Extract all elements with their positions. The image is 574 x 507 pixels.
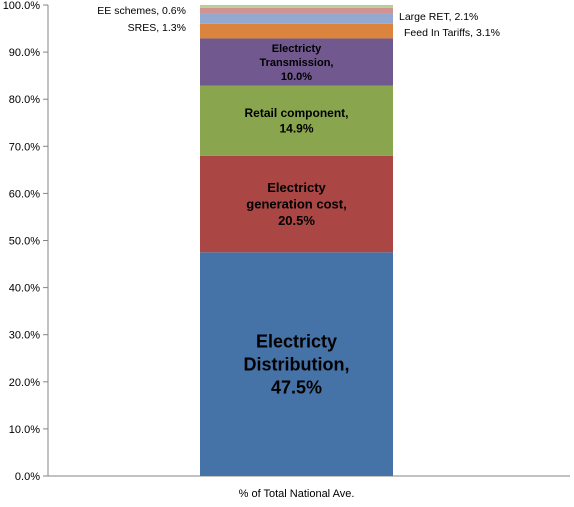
data-label-retail-component: Retail component,: [244, 106, 348, 120]
bar-segment-sres: [200, 8, 393, 14]
data-label-electricty-generation-cost: Electricty: [267, 180, 326, 195]
data-label-electricty-generation-cost: generation cost,: [246, 197, 346, 212]
bar-segment-ee-schemes: [200, 5, 393, 8]
data-label-electricty-transmission: Electricty: [272, 43, 322, 55]
data-label-electricty-distribution: Distribution,: [244, 354, 350, 374]
data-label-electricty-generation-cost: 20.5%: [278, 213, 315, 228]
bar-segment-feed-in-tariffs: [200, 24, 393, 39]
y-tick-label: 70.0%: [9, 141, 40, 153]
data-label-feed-in-tariffs: Feed In Tariffs, 3.1%: [404, 27, 500, 39]
data-label-electricty-transmission: 10.0%: [281, 71, 312, 83]
data-label-large-ret: Large RET, 2.1%: [399, 11, 478, 23]
bar-segment-large-ret: [200, 14, 393, 24]
y-tick-label: 20.0%: [9, 377, 40, 389]
data-labels: Electricty Distribution, 47.5% Electricty ge…: [97, 5, 500, 397]
y-tick-label: 30.0%: [9, 330, 40, 342]
data-label-electricty-distribution: 47.5%: [271, 377, 322, 397]
y-tick-label: 0.0%: [15, 471, 40, 483]
data-label-electricty-distribution: Electricty: [256, 331, 337, 351]
y-tick-label: 50.0%: [9, 236, 40, 248]
y-axis-ticks: 0.0% 10.0% 20.0% 30.0% 40.0% 50.0% 60.0% 70.0% 8…: [3, 0, 48, 483]
x-category-label: % of Total National Ave.: [239, 488, 355, 500]
data-label-electricty-transmission: Transmission,: [260, 57, 334, 69]
y-tick-label: 100.0%: [3, 0, 41, 12]
data-label-ee-schemes: EE schemes, 0.6%: [97, 5, 186, 17]
y-tick-label: 80.0%: [9, 94, 40, 106]
y-tick-label: 10.0%: [9, 424, 40, 436]
data-label-retail-component: 14.9%: [279, 122, 313, 136]
y-tick-label: 60.0%: [9, 188, 40, 200]
y-tick-label: 90.0%: [9, 47, 40, 59]
data-label-sres: SRES, 1.3%: [128, 22, 186, 34]
x-axis-labels: % of Total National Ave.: [239, 488, 355, 500]
y-tick-label: 40.0%: [9, 283, 40, 295]
